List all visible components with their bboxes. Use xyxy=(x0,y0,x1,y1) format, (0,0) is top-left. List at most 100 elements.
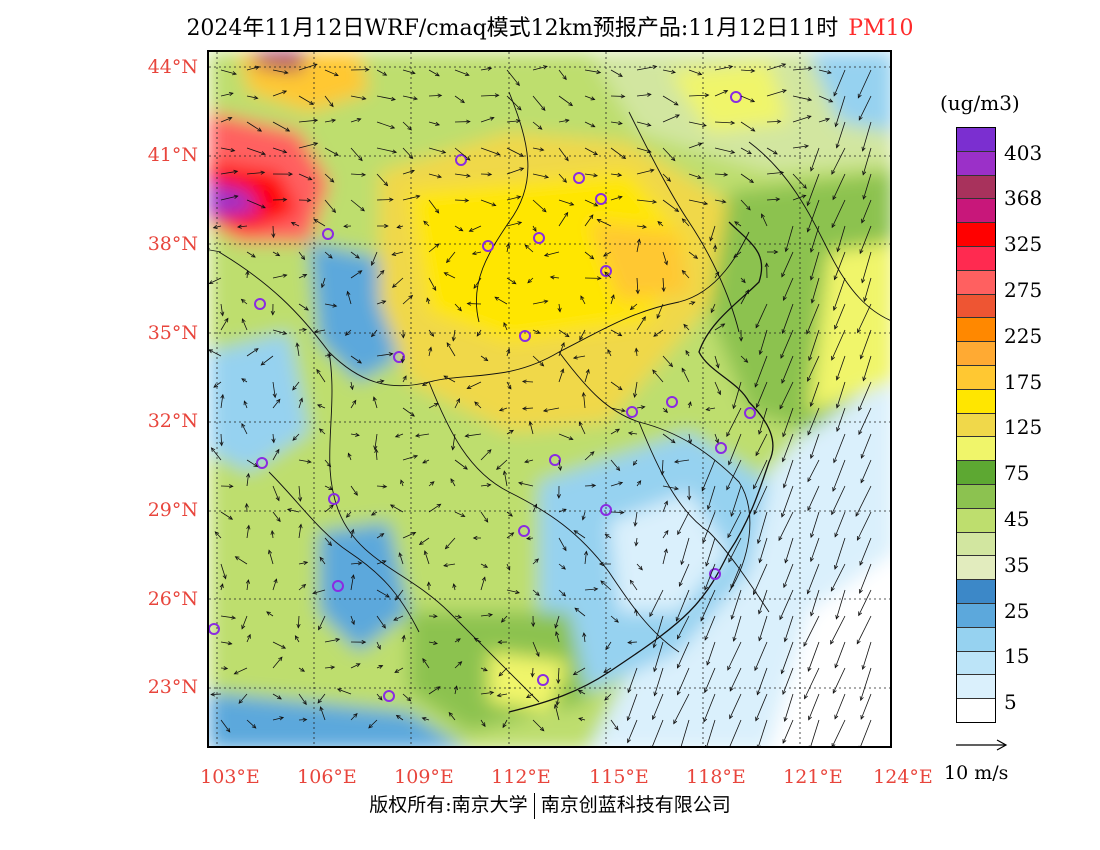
wind-vector xyxy=(298,198,312,203)
wind-vector xyxy=(527,277,534,284)
colorbar-swatch xyxy=(957,246,995,271)
wind-vector xyxy=(270,303,275,316)
lon-label: 121°E xyxy=(783,766,843,788)
wind-vector xyxy=(662,548,668,565)
wind-vector xyxy=(298,583,307,591)
wind-vector xyxy=(857,69,872,99)
station-marker xyxy=(482,240,494,252)
wind-vector xyxy=(532,95,546,112)
wind-vector xyxy=(272,641,287,649)
wind-vector xyxy=(783,563,794,589)
legend-label: 5 xyxy=(1004,690,1017,714)
wind-vector xyxy=(298,142,319,149)
wind-vector xyxy=(806,563,820,595)
wind-vector xyxy=(480,563,489,568)
wind-vector xyxy=(376,533,385,539)
wind-vector xyxy=(444,537,456,550)
wind-vector xyxy=(244,502,249,513)
wind-vector xyxy=(391,251,404,256)
wind-vector xyxy=(524,244,534,253)
wind-vector xyxy=(531,615,536,628)
wind-vector xyxy=(506,277,517,285)
wind-vector xyxy=(831,719,846,746)
wind-vector xyxy=(296,615,301,629)
wind-vector xyxy=(755,381,768,409)
wind-vector xyxy=(714,172,729,177)
wind-vector xyxy=(782,407,794,438)
wind-vector xyxy=(636,147,652,154)
wind-vector xyxy=(680,537,690,566)
wind-vector xyxy=(526,536,534,541)
wind-vector xyxy=(376,693,383,701)
wind-vector xyxy=(350,640,367,645)
wind-vector xyxy=(402,693,412,702)
map-title: 2024年11月12日WRF/cmaq模式12km预报产品:11月12日11时 P… xyxy=(0,10,1100,42)
wind-vector xyxy=(662,407,669,413)
wind-vector xyxy=(220,317,229,331)
wind-vector xyxy=(610,381,623,391)
wind-vector xyxy=(833,433,846,464)
wind-vector xyxy=(558,69,567,81)
wind-vector xyxy=(272,511,281,523)
wind-vector xyxy=(246,95,259,100)
station-marker xyxy=(393,351,405,363)
wind-vector xyxy=(453,685,459,695)
wind-vector xyxy=(807,355,820,382)
wind-vector xyxy=(443,563,456,568)
wind-vector xyxy=(272,381,277,399)
wind-vector xyxy=(298,63,318,71)
wind-vector xyxy=(376,641,381,650)
wind-vector xyxy=(766,89,787,97)
wind-vector xyxy=(855,485,872,517)
wind-vector xyxy=(636,563,643,571)
colorbar-swatch xyxy=(957,342,995,366)
wind-vector xyxy=(401,329,406,339)
lon-label: 118°E xyxy=(686,766,746,788)
wind-vector xyxy=(214,531,222,539)
wind-vector xyxy=(860,433,872,459)
legend-label: 368 xyxy=(1004,186,1043,210)
station-marker xyxy=(709,568,721,580)
wind-vector xyxy=(627,640,638,645)
wind-vector xyxy=(220,719,231,733)
colorbar-swatch xyxy=(957,461,995,485)
wind-vector xyxy=(543,251,560,257)
wind-vector xyxy=(480,147,501,156)
wind-vector xyxy=(446,342,456,357)
wind-vector xyxy=(810,147,820,172)
wind-vector xyxy=(428,173,442,179)
wind-vector xyxy=(652,615,664,649)
wind-vector xyxy=(674,459,690,464)
wind-vector xyxy=(740,199,751,211)
wind-vector xyxy=(272,656,283,669)
station-marker xyxy=(666,396,678,408)
wind-vector xyxy=(753,459,768,490)
wind-vector xyxy=(324,637,341,643)
wind-vector xyxy=(675,589,690,622)
wind-vector xyxy=(662,529,669,539)
wind-vector xyxy=(610,69,623,77)
wind-vector xyxy=(532,199,547,213)
wind-vector xyxy=(558,508,567,513)
wind-vector xyxy=(706,485,716,510)
wind-vector xyxy=(428,346,433,357)
wind-vector xyxy=(532,589,540,597)
wind-vector xyxy=(402,375,407,383)
wind-vector xyxy=(810,511,820,539)
wind-vector xyxy=(834,641,846,669)
wind-vector xyxy=(210,447,222,461)
wind-vector xyxy=(558,118,570,123)
wind-vector xyxy=(350,355,362,364)
wind-vector xyxy=(627,667,638,694)
wind-vector xyxy=(662,147,676,162)
wind-vector xyxy=(662,114,680,123)
wind-vector xyxy=(610,459,621,472)
wind-vector xyxy=(503,321,508,331)
wind-vector xyxy=(324,199,337,214)
colorbar-swatch xyxy=(957,151,995,176)
wind-vector xyxy=(428,329,435,337)
wind-vector xyxy=(572,667,586,676)
wind-vector xyxy=(584,173,599,178)
wind-vector xyxy=(350,67,370,72)
wind-vector xyxy=(808,693,820,721)
